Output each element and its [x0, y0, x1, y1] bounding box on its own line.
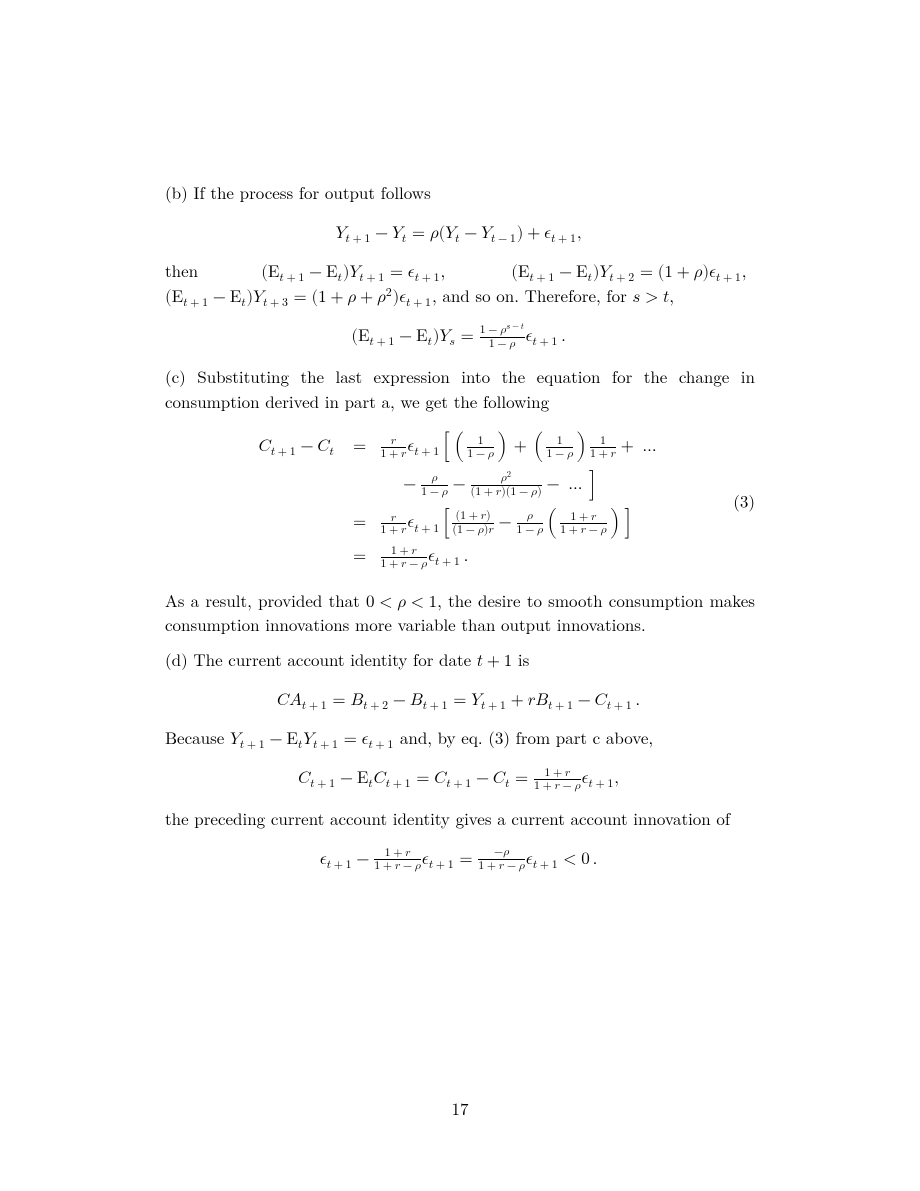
because-mid: and, by eq. (3) from part c above, [394, 725, 653, 749]
part-c-conclusion: As a result, provided that 0<ρ<1, the de… [165, 588, 755, 637]
part-b-then: then (Et+1−Et) Yt+1= ϵt+1 , (Et+1−Et) Yt… [165, 258, 755, 308]
page: (b) If the process for output follows Yt… [0, 0, 920, 1191]
d-intro-suffix: is [512, 647, 529, 671]
equation-c-main: Ct+1 − Ct = r1+r ϵt+1 [ (11−ρ) + (11−ρ) … [165, 427, 755, 573]
equation-b-1: Yt+1 − Yt = ρ ( Yt − Yt−1 ) + ϵt+1 , [165, 219, 755, 244]
part-d-because: Because Yt+1 − Et Yt+1 = ϵt+1 and, by eq… [165, 725, 755, 750]
part-d-intro: (d) The current account identity for dat… [165, 647, 755, 672]
equation-d-1: CAt+1 = Bt+2 − Bt+1 = Yt+1 + rBt+1 − Ct+… [165, 686, 755, 711]
then-suffix: , [669, 283, 674, 307]
equation-d-2: Ct+1 − Et Ct+1 = Ct+1 − Ct = 1+r 1+r−ρ ϵ… [165, 764, 755, 792]
part-b-intro: (b) If the process for output follows [165, 180, 755, 205]
because-prefix: Because [165, 725, 230, 749]
equation-number-3: (3) [733, 488, 755, 513]
part-c-intro: (c) Substituting the last expression int… [165, 364, 755, 413]
page-number: 17 [0, 1096, 920, 1121]
then-mid: , and so on. Therefore, for [432, 283, 632, 307]
part-d-conclusion: the preceding current account identity g… [165, 806, 755, 831]
equation-b-2: (Et+1−Et) Ys = 1−ρs−t 1−ρ ϵt+1 . [165, 322, 755, 350]
d-intro-prefix: (d) The current account identity for dat… [165, 647, 477, 671]
equation-d-3: ϵt+1 − 1+r 1+r−ρ ϵt+1 = −ρ 1+r−ρ ϵt+1 <0… [165, 845, 755, 873]
then-prefix: then [165, 258, 261, 282]
